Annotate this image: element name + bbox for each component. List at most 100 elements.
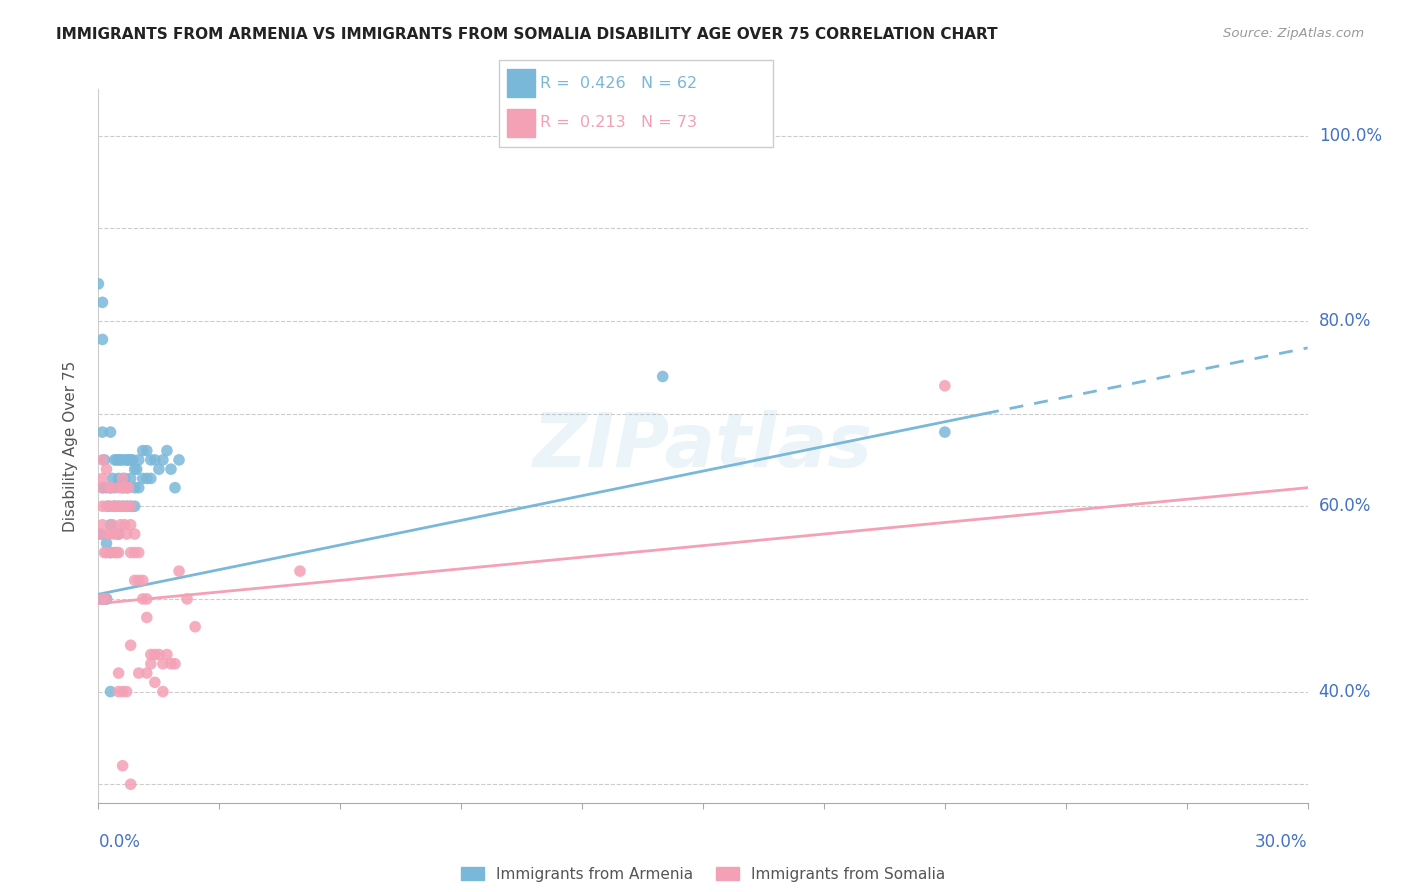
Point [120,500,142,514]
Point [120,500,142,514]
Point [100,425,122,439]
Point [120,453,142,467]
Point [111,481,134,495]
Y-axis label: Disability Age Over 75: Disability Age Over 75 [63,360,77,532]
Point [91,591,114,606]
Point [167,564,190,578]
Point [115,684,138,698]
Point [118,481,141,495]
Point [124,527,146,541]
Point [934,378,956,392]
Point [934,425,956,439]
Point [152,453,174,467]
Point [89,527,111,541]
Point [176,591,198,606]
Point [152,657,174,671]
Point [132,591,155,606]
Point [107,666,129,681]
Point [111,758,134,772]
Point [143,675,166,690]
Point [120,471,142,485]
Point [107,481,129,495]
Point [135,666,157,681]
Text: 100.0%: 100.0% [1319,127,1382,145]
Point [100,517,122,532]
Point [93,545,115,559]
Point [124,545,146,559]
Point [139,657,162,671]
Point [103,527,125,541]
Point [100,545,122,559]
Text: 30.0%: 30.0% [1256,833,1308,851]
Point [120,638,142,652]
Text: R =  0.426   N = 62: R = 0.426 N = 62 [540,76,697,91]
Point [135,443,157,458]
Point [91,333,114,347]
Point [139,453,162,467]
Point [96,591,118,606]
Point [96,536,118,550]
Point [96,481,118,495]
Point [91,591,114,606]
Point [115,453,138,467]
Point [111,684,134,698]
Point [124,500,146,514]
Point [139,471,162,485]
Point [120,777,142,791]
Point [651,369,673,384]
Point [115,453,138,467]
Point [91,500,114,514]
Point [121,453,143,467]
Point [120,517,142,532]
Point [103,453,125,467]
Point [128,666,150,681]
Point [91,295,114,310]
Point [128,481,150,495]
Point [156,443,179,458]
Point [100,527,122,541]
Point [107,453,129,467]
Point [132,443,155,458]
Text: IMMIGRANTS FROM ARMENIA VS IMMIGRANTS FROM SOMALIA DISABILITY AGE OVER 75 CORREL: IMMIGRANTS FROM ARMENIA VS IMMIGRANTS FR… [56,27,998,42]
Point [139,648,162,662]
Point [89,527,111,541]
Point [124,574,146,588]
Point [96,500,118,514]
Point [128,453,150,467]
Point [96,462,118,476]
Legend: Immigrants from Armenia, Immigrants from Somalia: Immigrants from Armenia, Immigrants from… [454,861,952,888]
Point [101,471,124,485]
Bar [508,109,534,136]
Point [91,453,114,467]
Point [118,453,141,467]
Point [100,684,122,698]
Point [107,527,129,541]
Text: R =  0.213   N = 73: R = 0.213 N = 73 [540,115,697,130]
Point [167,453,190,467]
Point [160,657,183,671]
Point [91,517,114,532]
Point [91,471,114,485]
Point [148,462,170,476]
Point [111,481,134,495]
Point [156,648,179,662]
Point [110,453,132,467]
Point [107,500,129,514]
Bar [508,70,534,97]
Point [114,517,136,532]
Point [152,684,174,698]
Point [120,545,142,559]
Point [163,481,186,495]
Point [105,453,128,467]
Point [115,481,138,495]
Point [107,500,129,514]
Point [160,462,183,476]
Point [96,545,118,559]
Point [103,500,125,514]
Point [114,471,136,485]
Text: 40.0%: 40.0% [1319,682,1371,700]
Point [107,545,129,559]
Point [91,481,114,495]
Point [110,517,132,532]
Point [132,574,155,588]
